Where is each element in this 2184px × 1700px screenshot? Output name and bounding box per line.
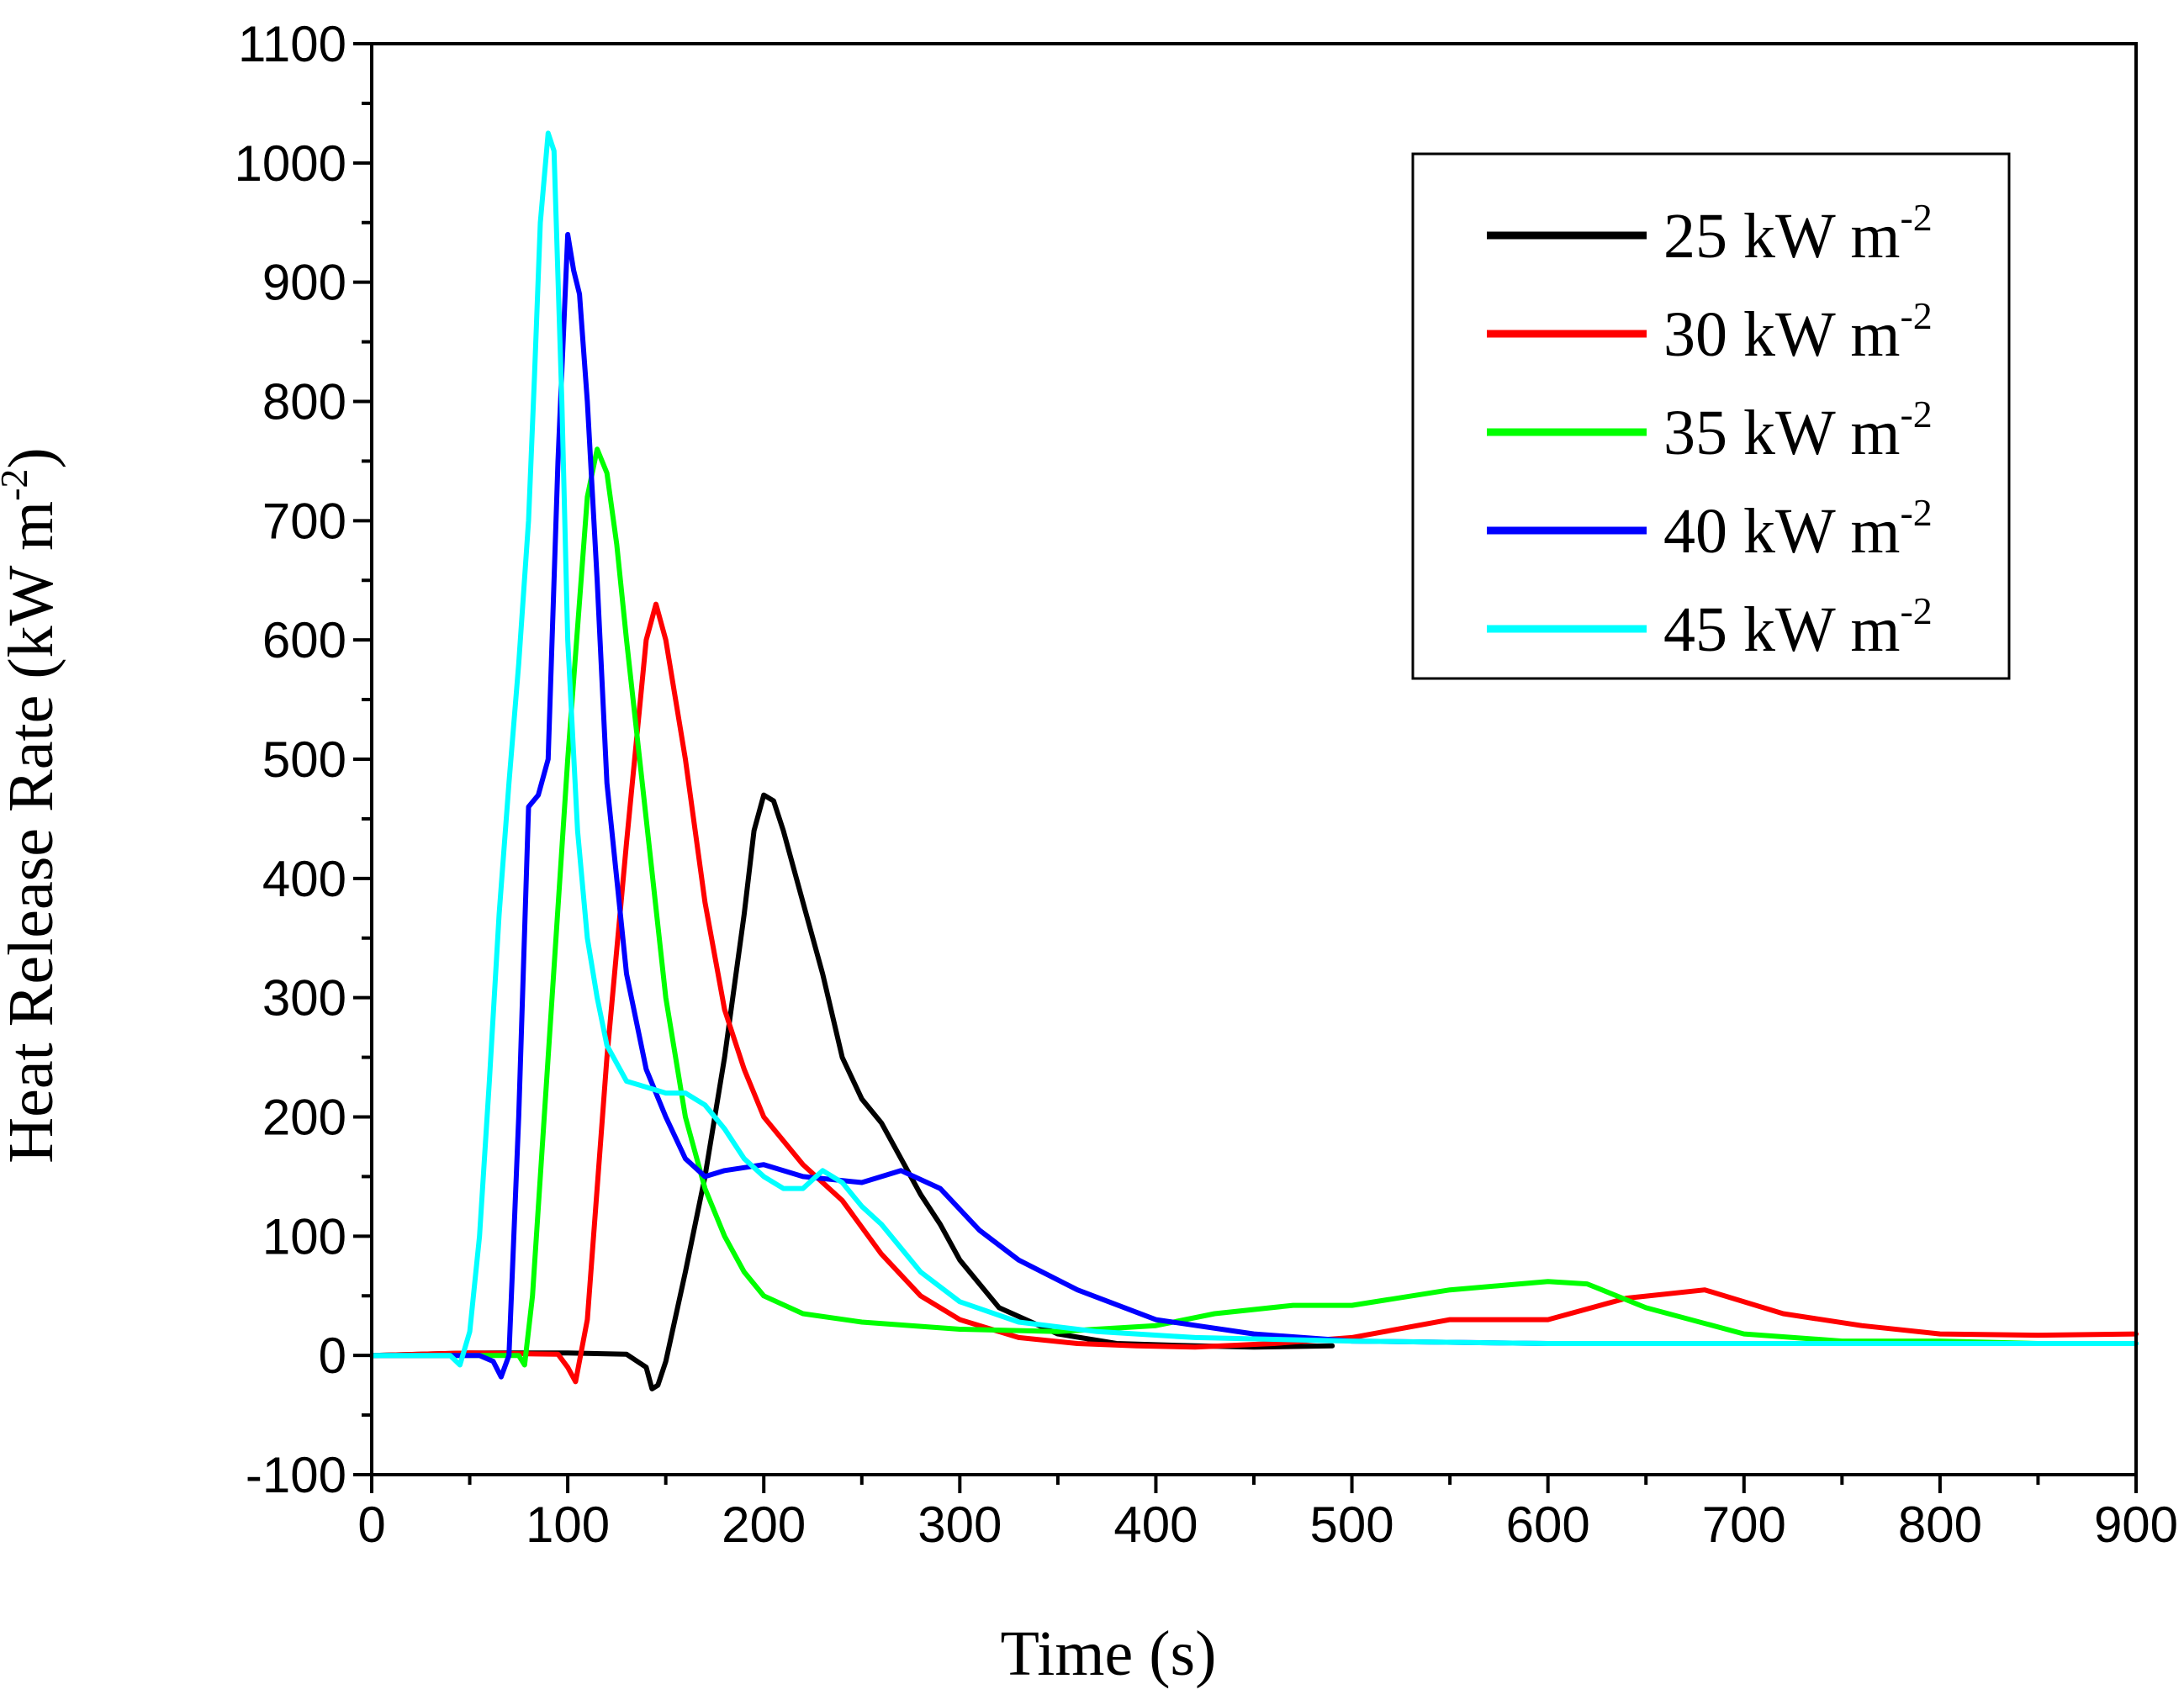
y-tick-label: 600 — [262, 612, 346, 668]
x-tick-label: 700 — [1702, 1497, 1786, 1553]
series-line-1 — [369, 792, 1335, 1391]
x-tick-label: 200 — [722, 1497, 806, 1553]
y-tick-label: 700 — [262, 493, 346, 549]
series-line-5 — [369, 130, 2139, 1368]
y-tick-label: 500 — [262, 731, 346, 788]
y-tick-label: 100 — [262, 1208, 346, 1264]
y-tick-label: 800 — [262, 374, 346, 430]
legend-box — [1411, 152, 2011, 680]
legend: 25 kW m-2 30 kW m-2 35 kW m-2 40 kW m-2 45 k… — [1411, 152, 2011, 680]
legend-label-1: 25 kW m-2 — [1663, 196, 1933, 272]
series-line-3 — [369, 446, 2139, 1368]
y-tick-label: 1000 — [235, 135, 346, 192]
y-tick-label: 0 — [319, 1328, 346, 1384]
axis-ticks — [353, 42, 2138, 1493]
x-tick-label: 900 — [2094, 1497, 2178, 1553]
series-line-2 — [369, 601, 2139, 1385]
x-tick-label: 500 — [1310, 1497, 1394, 1553]
legend-label-3: 35 kW m-2 — [1663, 393, 1933, 468]
x-tick-label: 0 — [357, 1497, 385, 1553]
y-tick-label: 200 — [262, 1090, 346, 1146]
x-tick-label: 600 — [1506, 1497, 1590, 1553]
x-tick-label: 400 — [1113, 1497, 1198, 1553]
y-tick-label: 300 — [262, 970, 346, 1027]
x-axis-title: Time (s) — [1001, 1618, 1217, 1689]
y-tick-label: -100 — [246, 1447, 346, 1503]
legend-label-5: 45 kW m-2 — [1663, 589, 1933, 665]
series-layer — [369, 130, 2139, 1391]
legend-items: 25 kW m-2 30 kW m-2 35 kW m-2 40 kW m-2 45 k… — [1487, 196, 1933, 665]
x-tick-label: 100 — [526, 1497, 610, 1553]
legend-label-2: 30 kW m-2 — [1663, 294, 1933, 370]
x-tick-label: 800 — [1898, 1497, 1982, 1553]
y-tick-labels: -100 0 100 200 300 400 500 600 700 800 900 1000 1100 — [235, 16, 346, 1503]
y-tick-label: 1100 — [238, 16, 346, 72]
y-axis-title-text: Heat Release Rate (kW m — [0, 501, 66, 1164]
legend-label-4: 40 kW m-2 — [1663, 491, 1933, 567]
y-axis-title-superscript: -2 — [0, 469, 35, 501]
series-line-4 — [369, 231, 2139, 1380]
y-axis-title-suffix: ) — [0, 447, 66, 468]
x-tick-labels: 0 100 200 300 400 500 600 700 800 900 — [357, 1497, 2178, 1553]
y-tick-label: 400 — [262, 851, 346, 907]
x-tick-label: 300 — [917, 1497, 1002, 1553]
y-axis-title: Heat Release Rate (kW m-2) — [0, 447, 66, 1163]
y-tick-label: 900 — [262, 255, 346, 311]
